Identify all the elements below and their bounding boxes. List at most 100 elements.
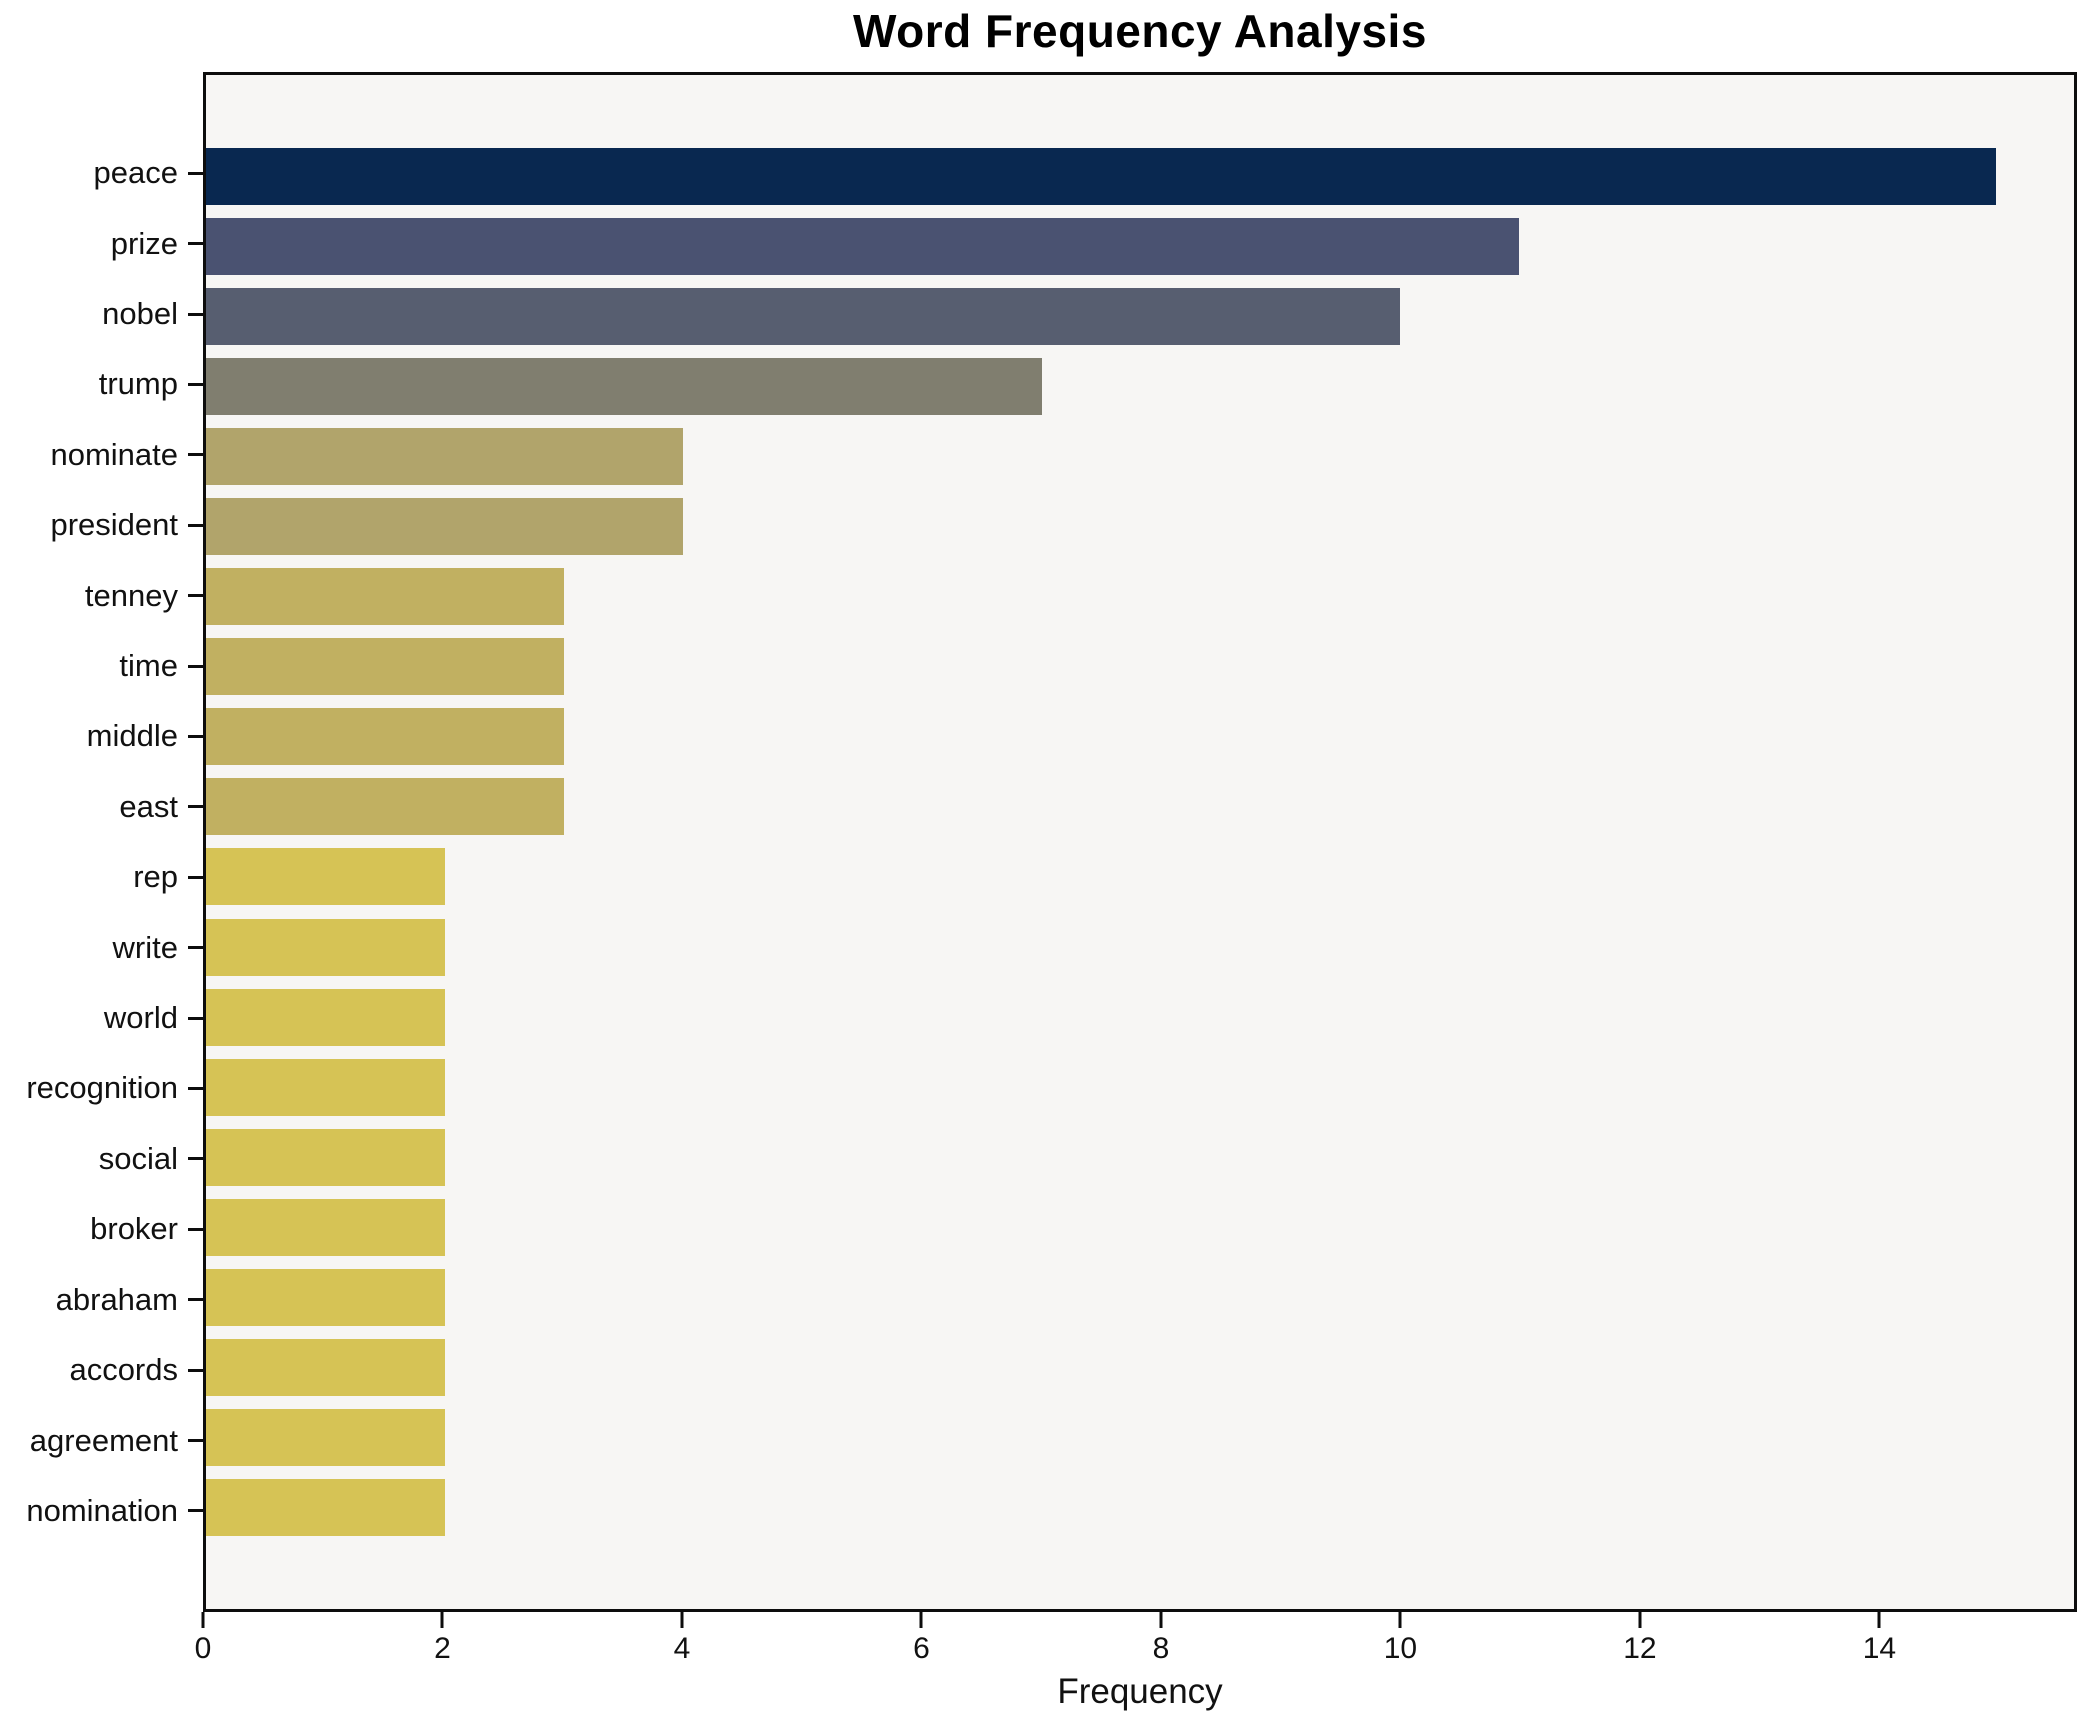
bars-container (206, 75, 2074, 1609)
bar-row-president (206, 491, 2074, 561)
y-label-president: president (50, 507, 178, 543)
y-label-row-nominate: nominate (0, 420, 203, 490)
bar-recognition (206, 1058, 445, 1116)
bar-row-accords (206, 1333, 2074, 1403)
y-label-row-nobel: nobel (0, 279, 203, 349)
y-label-peace: peace (93, 155, 178, 191)
y-label-row-write: write (0, 912, 203, 982)
y-tick-mark (188, 1227, 203, 1231)
x-tick-mark (1159, 1612, 1163, 1628)
y-tick-mark (188, 664, 203, 668)
y-tick-mark (188, 1509, 203, 1513)
bar-east (206, 778, 565, 836)
bar-row-tenney (206, 562, 2074, 632)
y-tick-mark (188, 1368, 203, 1372)
y-label-row-middle: middle (0, 701, 203, 771)
bar-peace (206, 147, 1997, 205)
y-tick-mark (188, 171, 203, 175)
y-label-row-world: world (0, 983, 203, 1053)
x-tick-label: 6 (913, 1632, 930, 1665)
y-tick-mark (188, 805, 203, 809)
x-tick-label: 8 (1152, 1632, 1170, 1665)
y-label-row-time: time (0, 631, 203, 701)
bar-row-write (206, 912, 2074, 982)
x-tick-label: 2 (434, 1632, 451, 1665)
x-axis-title: Frequency (1057, 1672, 1223, 1711)
y-tick-mark (188, 242, 203, 246)
y-tick-mark (188, 594, 203, 598)
y-label-nominate: nominate (50, 436, 178, 472)
bar-rep (206, 848, 445, 906)
y-label-middle: middle (86, 718, 178, 754)
y-tick-mark (188, 453, 203, 457)
x-tick-mark (1638, 1612, 1642, 1628)
x-tick-mark (680, 1612, 684, 1628)
y-label-row-recognition: recognition (0, 1053, 203, 1123)
bar-tenney (206, 568, 565, 626)
y-label-rep: rep (133, 859, 178, 895)
bar-row-world (206, 982, 2074, 1052)
y-label-abraham: abraham (55, 1281, 178, 1317)
y-label-nomination: nomination (26, 1492, 178, 1528)
y-label-trump: trump (98, 366, 178, 402)
y-label-row-accords: accords (0, 1335, 203, 1405)
bar-row-abraham (206, 1263, 2074, 1333)
y-label-row-nomination: nomination (0, 1476, 203, 1546)
bar-agreement (206, 1409, 445, 1467)
bar-row-nobel (206, 281, 2074, 351)
y-label-world: world (103, 1000, 178, 1036)
y-label-nobel: nobel (102, 296, 178, 332)
y-label-row-prize: prize (0, 208, 203, 278)
y-tick-mark (188, 1439, 203, 1443)
bar-accords (206, 1339, 445, 1397)
y-tick-mark (188, 946, 203, 950)
y-label-row-rep: rep (0, 842, 203, 912)
y-label-row-peace: peace (0, 138, 203, 208)
bar-row-time (206, 632, 2074, 702)
y-label-row-president: president (0, 490, 203, 560)
y-label-recognition: recognition (26, 1070, 178, 1106)
bar-row-recognition (206, 1052, 2074, 1122)
y-label-time: time (119, 648, 178, 684)
y-label-broker: broker (90, 1211, 178, 1247)
y-label-row-trump: trump (0, 349, 203, 419)
x-tick-label: 14 (1862, 1632, 1897, 1665)
y-tick-mark (188, 312, 203, 316)
y-tick-mark (188, 523, 203, 527)
bar-prize (206, 217, 1519, 275)
x-tick-label: 10 (1383, 1632, 1418, 1665)
bar-row-social (206, 1122, 2074, 1192)
bar-abraham (206, 1269, 445, 1327)
chart-title: Word Frequency Analysis (853, 5, 1427, 57)
x-tick-label: 12 (1623, 1632, 1657, 1665)
bar-write (206, 918, 445, 976)
y-axis-labels: peace prize nobel trump nominate president ten… (0, 72, 203, 1612)
bar-row-prize (206, 211, 2074, 281)
x-tick-mark (201, 1612, 205, 1628)
y-label-write: write (112, 929, 178, 965)
x-tick-mark (440, 1612, 444, 1628)
bar-row-agreement (206, 1403, 2074, 1473)
bar-nobel (206, 287, 1400, 345)
y-label-row-abraham: abraham (0, 1265, 203, 1335)
y-label-row-agreement: agreement (0, 1405, 203, 1475)
bar-nominate (206, 427, 684, 485)
y-label-agreement: agreement (29, 1422, 178, 1458)
y-tick-mark (188, 382, 203, 386)
y-label-tenney: tenney (84, 577, 178, 613)
x-tick-mark (1877, 1612, 1881, 1628)
bar-row-middle (206, 702, 2074, 772)
y-label-east: east (119, 788, 178, 824)
y-tick-mark (188, 1016, 203, 1020)
y-label-social: social (98, 1140, 178, 1176)
bar-nomination (206, 1479, 445, 1537)
y-tick-mark (188, 1298, 203, 1302)
y-label-row-social: social (0, 1124, 203, 1194)
y-label-accords: accords (69, 1352, 178, 1388)
y-label-row-tenney: tenney (0, 560, 203, 630)
bar-row-nominate (206, 421, 2074, 491)
bar-world (206, 988, 445, 1046)
bar-broker (206, 1198, 445, 1256)
bar-row-nomination (206, 1473, 2074, 1543)
y-tick-mark (188, 734, 203, 738)
